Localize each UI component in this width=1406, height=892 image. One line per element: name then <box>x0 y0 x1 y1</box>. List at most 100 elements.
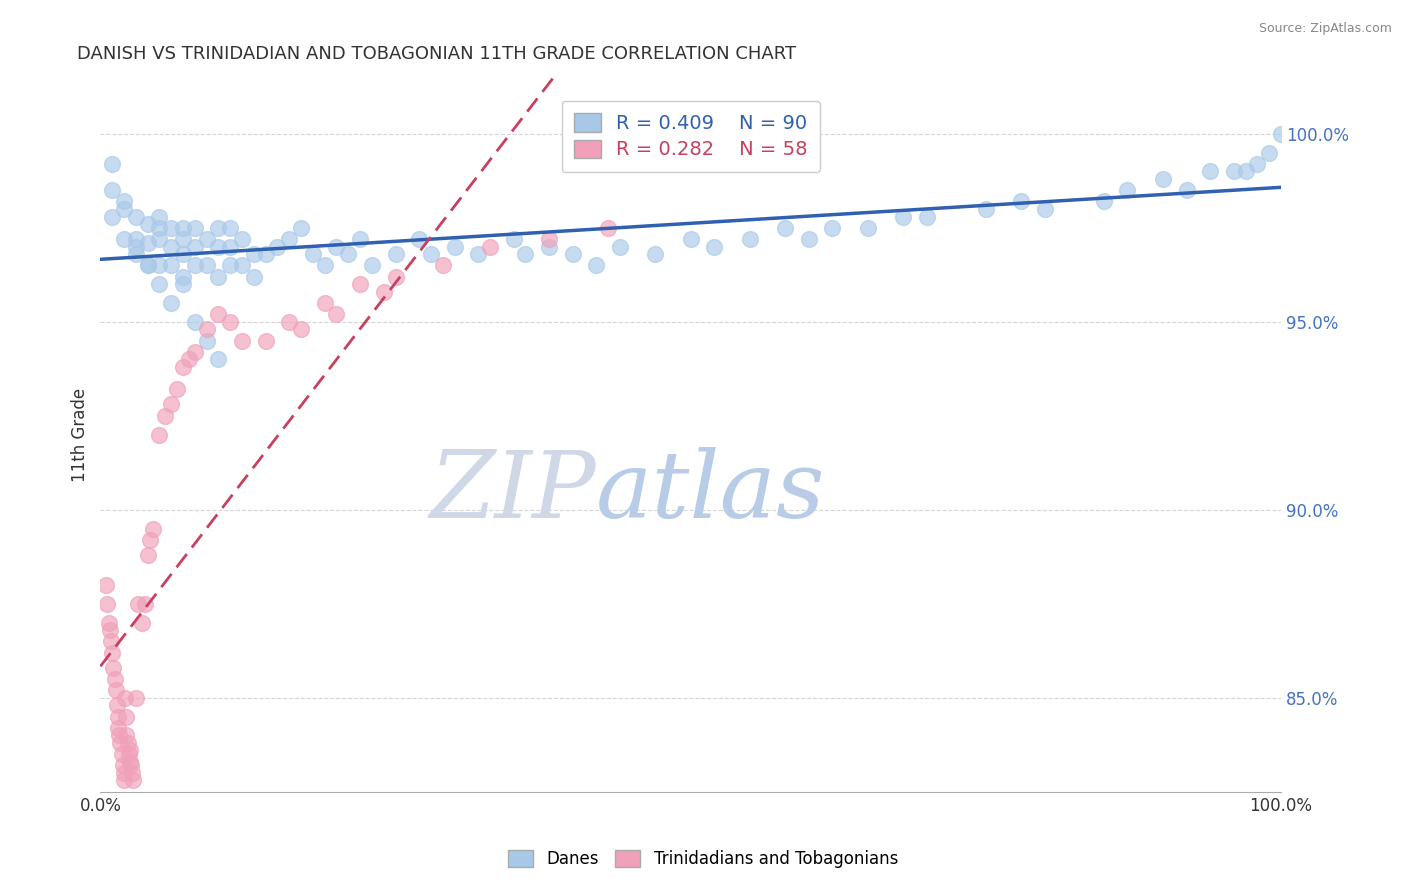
Point <box>821 220 844 235</box>
Point <box>160 296 183 310</box>
Point <box>104 683 127 698</box>
Point <box>139 533 162 547</box>
Point <box>561 247 583 261</box>
Point <box>974 202 997 216</box>
Point <box>738 232 761 246</box>
Point <box>108 728 131 742</box>
Point <box>136 548 159 562</box>
Point <box>184 315 207 329</box>
Point <box>134 597 156 611</box>
Point <box>891 210 914 224</box>
Point <box>231 232 253 246</box>
Point <box>136 235 159 250</box>
Point <box>443 239 465 253</box>
Point <box>112 773 135 788</box>
Point <box>361 259 384 273</box>
Point <box>98 623 121 637</box>
Point <box>278 232 301 246</box>
Point <box>131 615 153 630</box>
Point <box>172 359 194 374</box>
Point <box>125 690 148 705</box>
Point <box>195 322 218 336</box>
Point <box>1175 183 1198 197</box>
Point <box>184 239 207 253</box>
Point <box>112 202 135 216</box>
Point <box>155 409 177 423</box>
Point <box>644 247 666 261</box>
Point <box>184 259 207 273</box>
Point <box>127 597 149 611</box>
Point <box>231 334 253 348</box>
Point <box>703 239 725 253</box>
Point <box>103 672 125 686</box>
Point <box>96 597 118 611</box>
Point <box>172 220 194 235</box>
Point <box>219 239 242 253</box>
Y-axis label: 11th Grade: 11th Grade <box>72 387 89 482</box>
Point <box>1033 202 1056 216</box>
Point <box>254 334 277 348</box>
Point <box>107 721 129 735</box>
Point <box>290 220 312 235</box>
Point <box>337 247 360 261</box>
Point <box>121 765 143 780</box>
Point <box>219 315 242 329</box>
Point <box>118 755 141 769</box>
Point <box>160 239 183 253</box>
Point <box>114 690 136 705</box>
Point <box>115 728 138 742</box>
Point <box>1270 127 1292 141</box>
Point <box>1010 194 1032 209</box>
Point <box>314 296 336 310</box>
Point <box>609 239 631 253</box>
Point <box>110 747 132 761</box>
Point <box>290 322 312 336</box>
Point <box>160 259 183 273</box>
Point <box>1092 194 1115 209</box>
Point <box>172 277 194 292</box>
Point <box>773 220 796 235</box>
Point <box>160 397 183 411</box>
Point <box>207 239 229 253</box>
Point <box>125 232 148 246</box>
Legend: Danes, Trinidadians and Tobagonians: Danes, Trinidadians and Tobagonians <box>501 843 905 875</box>
Point <box>856 220 879 235</box>
Text: atlas: atlas <box>596 447 825 537</box>
Point <box>1258 145 1281 160</box>
Point <box>207 269 229 284</box>
Point <box>1246 157 1268 171</box>
Point <box>125 239 148 253</box>
Point <box>915 210 938 224</box>
Text: DANISH VS TRINIDADIAN AND TOBAGONIAN 11TH GRADE CORRELATION CHART: DANISH VS TRINIDADIAN AND TOBAGONIAN 11T… <box>77 45 796 62</box>
Point <box>537 239 560 253</box>
Point <box>172 269 194 284</box>
Point <box>112 194 135 209</box>
Point <box>1116 183 1139 197</box>
Point <box>219 220 242 235</box>
Point <box>515 247 537 261</box>
Point <box>122 773 145 788</box>
Point <box>148 220 170 235</box>
Point <box>243 247 266 261</box>
Point <box>125 247 148 261</box>
Point <box>117 736 139 750</box>
Point <box>110 736 132 750</box>
Point <box>384 269 406 284</box>
Point <box>478 239 501 253</box>
Legend: R = 0.409    N = 90, R = 0.282    N = 58: R = 0.409 N = 90, R = 0.282 N = 58 <box>561 101 820 172</box>
Point <box>112 765 135 780</box>
Point <box>207 220 229 235</box>
Point <box>1222 164 1244 178</box>
Point <box>349 232 371 246</box>
Point <box>596 220 619 235</box>
Point <box>101 183 124 197</box>
Point <box>107 709 129 723</box>
Point <box>467 247 489 261</box>
Point <box>100 634 122 648</box>
Point <box>166 383 188 397</box>
Point <box>148 277 170 292</box>
Point <box>408 232 430 246</box>
Point <box>101 646 124 660</box>
Point <box>325 307 347 321</box>
Point <box>314 259 336 273</box>
